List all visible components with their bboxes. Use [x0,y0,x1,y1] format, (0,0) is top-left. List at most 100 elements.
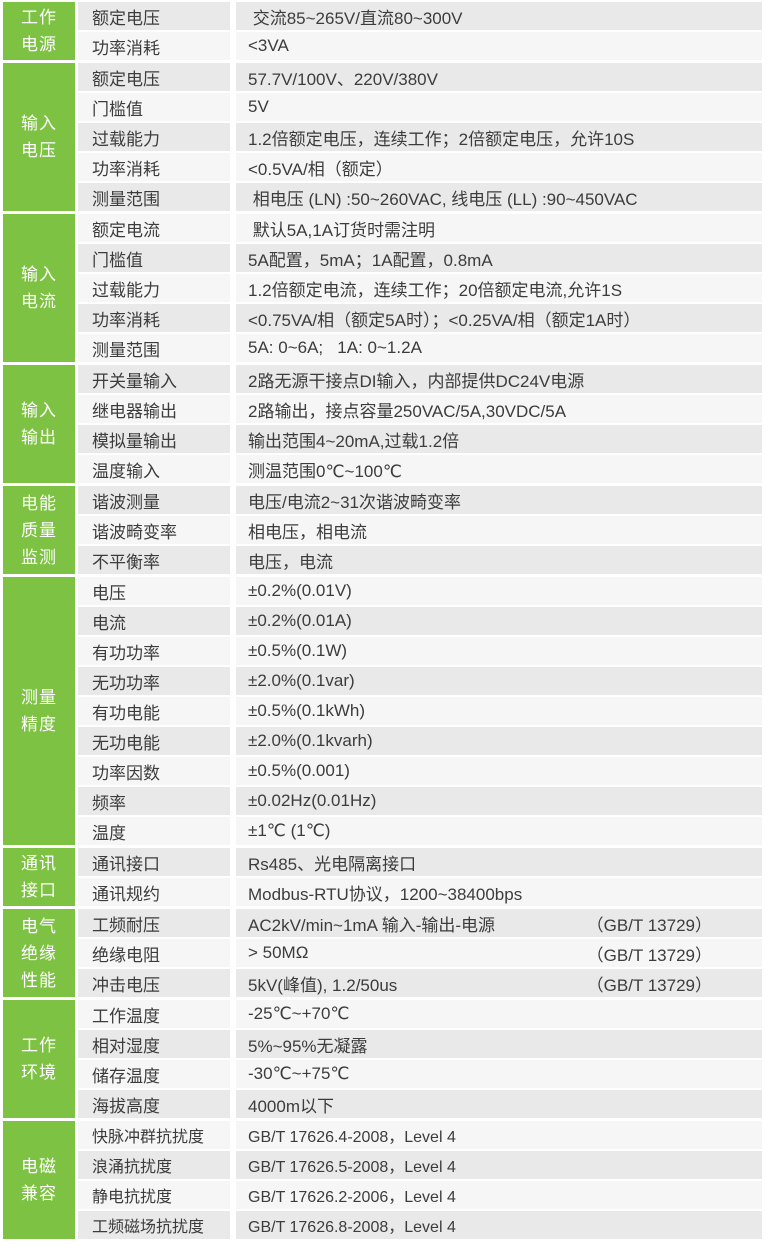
spec-value: 5%~95%无凝露 [236,1030,762,1058]
spec-section: 通讯 接口 通讯接口 Rs485、光电隔离接口 通讯规约 Modbus-RTU协议，120… [3,848,762,906]
spec-value-text: 1.2倍额定电压，连续工作；2倍额定电压，允许10S [248,129,635,149]
spec-name: 过载能力 [78,274,230,302]
section-category-label: 电能 质量 监测 [3,486,75,574]
spec-name-text: 额定电流 [92,220,160,240]
section-category-line: 绝缘 [21,943,57,963]
spec-value: 1.2倍额定电压，连续工作；2倍额定电压，允许10S [236,123,762,151]
spec-value: 5kV(峰值), 1.2/50us （GB/T 13729） [236,969,762,997]
spec-name-text: 功率因数 [92,763,160,783]
spec-name: 冲击电压 [78,969,230,997]
spec-value: ±0.5%(0.1W) [236,637,762,665]
table-row: 谐波测量 电压/电流2~31次谐波畸变率 [78,486,762,514]
section-category-line: 电流 [21,292,57,311]
section-rows: 谐波测量 电压/电流2~31次谐波畸变率 谐波畸变率 相电压，相电流 不平衡率 电压，电流 [78,486,762,574]
spec-value-text: -30℃~+75℃ [248,1064,350,1083]
spec-name: 开关量输入 [78,365,230,393]
spec-value-text: 5A配置，5mA；1A配置，0.8mA [248,250,493,270]
spec-value-text: 2路输出，接点容量250VAC/5A,30VDC/5A [248,401,567,421]
spec-value-text: 5V [248,97,269,116]
spec-value-text: 5%~95%无凝露 [248,1036,368,1056]
section-rows: 通讯接口 Rs485、光电隔离接口 通讯规约 Modbus-RTU协议，1200~38… [78,848,762,906]
spec-value: ±2.0%(0.1var) [236,667,762,695]
spec-value-text: 相电压，相电流 [248,522,367,542]
spec-name: 功率因数 [78,757,230,785]
spec-standard-note: （GB/T 13729） [586,945,712,965]
section-category-line: 工作 [21,8,57,27]
spec-value: Modbus-RTU协议，1200~38400bps [236,878,762,906]
section-category-line: 精度 [21,715,57,734]
spec-name-text: 额定电压 [92,8,160,28]
spec-value: ±0.5%(0.1kWh) [236,697,762,725]
spec-name: 有功电能 [78,697,230,725]
section-category-line: 输入 [21,401,57,420]
spec-name: 额定电压 [78,63,230,91]
spec-value-text: ±0.5%(0.001) [248,761,350,780]
table-row: 工频耐压 AC2kV/min~1mA 输入-输出-电源 （GB/T 13729） [78,909,762,937]
table-row: 快脉冲群抗扰度 GB/T 17626.4-2008，Level 4 [78,1121,762,1149]
table-row: 电流 ±0.2%(0.01A) [78,607,762,635]
section-category-line: 接口 [21,881,57,900]
table-row: 冲击电压 5kV(峰值), 1.2/50us （GB/T 13729） [78,969,762,997]
spec-name-text: 绝缘电阻 [92,945,160,965]
spec-section: 输入 电压 额定电压 57.7V/100V、220V/380V 门槛值 5V 过载能力 1.2… [3,63,762,211]
spec-name: 不平衡率 [78,546,230,574]
spec-value-text: ±0.2%(0.01V) [248,581,352,600]
spec-value: 交流85~265V/直流80~300V [236,2,762,30]
spec-name-text: 快脉冲群抗扰度 [92,1129,205,1146]
spec-name: 温度输入 [78,455,230,483]
spec-value-text: Modbus-RTU协议，1200~38400bps [248,884,523,904]
spec-value-text: 电压，电流 [248,552,333,572]
table-row: 温度 ±1℃ (1℃) [78,817,762,845]
spec-value: ±1℃ (1℃) [236,817,762,845]
spec-section: 工作 电源 额定电压 交流85~265V/直流80~300V 功率消耗 <3VA [3,2,762,60]
spec-name: 模拟量输出 [78,425,230,453]
table-row: 门槛值 5V [78,93,762,121]
spec-name: 工作温度 [78,1000,230,1028]
table-row: 通讯接口 Rs485、光电隔离接口 [78,848,762,876]
spec-value: 5V [236,93,762,121]
spec-value-text: 测温范围0℃~100℃ [248,461,402,481]
spec-name-text: 工作温度 [92,1006,160,1026]
spec-name-text: 无功电能 [92,733,160,753]
spec-section: 电能 质量 监测 谐波测量 电压/电流2~31次谐波畸变率 谐波畸变率 相电压，相电流 不平衡… [3,486,762,574]
spec-name-text: 有功电能 [92,703,160,723]
spec-value-text: ±2.0%(0.1var) [248,671,355,690]
spec-name-text: 谐波测量 [92,492,160,512]
spec-section: 电气 绝缘 性能 工频耐压 AC2kV/min~1mA 输入-输出-电源 （GB/T 13… [3,909,762,997]
spec-name-text: 不平衡率 [92,552,160,572]
table-row: 电压 ±0.2%(0.01V) [78,577,762,605]
spec-value-text: 电压/电流2~31次谐波畸变率 [248,492,462,512]
spec-value: 测温范围0℃~100℃ [236,455,762,483]
table-row: 通讯规约 Modbus-RTU协议，1200~38400bps [78,878,762,906]
spec-name-text: 开关量输入 [92,371,177,391]
spec-section: 测量 精度 电压 ±0.2%(0.01V) 电流 ±0.2%(0.01A) 有功功率 ±0.5… [3,577,762,845]
table-row: 绝缘电阻 > 50MΩ （GB/T 13729） [78,939,762,967]
spec-name: 静电抗扰度 [78,1181,230,1209]
section-rows: 工频耐压 AC2kV/min~1mA 输入-输出-电源 （GB/T 13729） 绝缘… [78,909,762,997]
spec-value-text: ±0.2%(0.01A) [248,611,352,630]
table-row: 相对湿度 5%~95%无凝露 [78,1030,762,1058]
spec-name-text: 储存温度 [92,1066,160,1086]
table-row: 继电器输出 2路输出，接点容量250VAC/5A,30VDC/5A [78,395,762,423]
spec-standard-note: （GB/T 13729） [586,975,712,995]
table-row: 频率 ±0.02Hz(0.01Hz) [78,787,762,815]
spec-value: GB/T 17626.2-2006，Level 4 [236,1181,762,1209]
section-category-line: 输入 [21,114,57,133]
table-row: 模拟量输出 输出范围4~20mA,过载1.2倍 [78,425,762,453]
spec-value: 相电压 (LN) :50~260VAC, 线电压 (LL) :90~450VAC [236,183,762,211]
table-row: 不平衡率 电压，电流 [78,546,762,574]
spec-value: 5A配置，5mA；1A配置，0.8mA [236,244,762,272]
spec-value: 电压，电流 [236,546,762,574]
table-row: 温度输入 测温范围0℃~100℃ [78,455,762,483]
spec-name-text: 继电器输出 [92,401,177,421]
spec-name: 额定电压 [78,2,230,30]
section-category-label: 输入 输出 [3,365,75,483]
spec-value: ±0.02Hz(0.01Hz) [236,787,762,815]
spec-name: 浪涌抗扰度 [78,1151,230,1179]
table-row: 开关量输入 2路无源干接点DI输入，内部提供DC24V电源 [78,365,762,393]
spec-name: 海拔高度 [78,1090,230,1118]
spec-name-text: 温度输入 [92,461,160,481]
section-category-line: 电气 [21,916,57,936]
spec-name-text: 静电抗扰度 [92,1189,173,1206]
spec-value-text: Rs485、光电隔离接口 [248,854,417,874]
